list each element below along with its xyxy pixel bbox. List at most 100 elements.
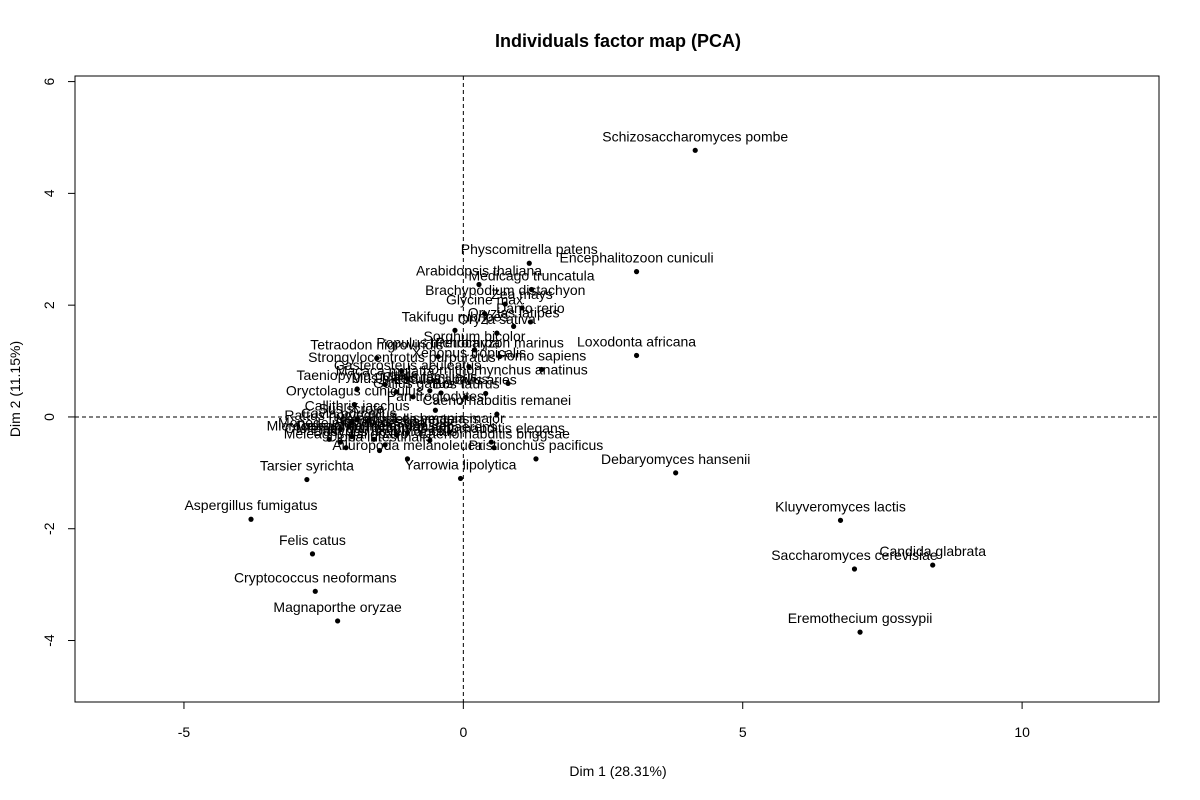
data-point bbox=[382, 442, 388, 448]
data-point bbox=[837, 517, 844, 523]
point-label: Candida glabrata bbox=[879, 543, 986, 559]
data-point bbox=[494, 411, 500, 417]
y-tick-label: -2 bbox=[41, 522, 57, 535]
data-point bbox=[438, 390, 444, 396]
data-point bbox=[673, 470, 679, 476]
point-label: Danio rerio bbox=[496, 300, 565, 316]
x-tick-label: 10 bbox=[1014, 724, 1030, 740]
data-point bbox=[505, 380, 511, 387]
data-point bbox=[476, 281, 482, 288]
data-point bbox=[343, 445, 349, 451]
point-label: Schizosaccharomyces pombe bbox=[602, 128, 788, 144]
y-axis-title: Dim 2 (11.15%) bbox=[7, 341, 23, 437]
y-tick-label: -4 bbox=[41, 634, 57, 647]
data-point bbox=[393, 432, 399, 438]
x-tick-label: 5 bbox=[739, 724, 747, 740]
point-label: Anopheles gambiae bbox=[334, 413, 458, 429]
data-point bbox=[481, 310, 488, 317]
chart-title: Individuals factor map (PCA) bbox=[495, 31, 741, 51]
data-point bbox=[502, 301, 508, 307]
data-point bbox=[466, 364, 472, 370]
data-point bbox=[511, 323, 517, 329]
point-label: Ailuropoda melanoleuca bbox=[332, 437, 482, 453]
data-point bbox=[491, 445, 497, 451]
point-label: Petromyzon marinus bbox=[435, 335, 563, 351]
data-point bbox=[312, 588, 318, 594]
point-label: Physcomitrella patens bbox=[461, 241, 598, 257]
data-point bbox=[335, 618, 341, 624]
data-point bbox=[376, 447, 383, 454]
point-label: Nematostella vectensis bbox=[335, 411, 479, 427]
point-label: Oryctolagus cuniculus bbox=[286, 383, 423, 399]
data-point bbox=[404, 376, 411, 382]
point-label: Canis familiaris bbox=[382, 369, 477, 385]
data-points: Schizosaccharomyces pombe Physcomitrella … bbox=[184, 128, 986, 635]
data-point bbox=[404, 429, 411, 436]
data-point bbox=[404, 456, 411, 462]
data-point bbox=[309, 551, 316, 557]
data-point bbox=[248, 516, 254, 522]
point-label: Pan troglodytes bbox=[387, 388, 484, 404]
data-point bbox=[337, 439, 344, 445]
point-label: Pristionchus pacificus bbox=[469, 437, 604, 453]
data-point bbox=[354, 417, 360, 423]
data-point bbox=[494, 330, 500, 336]
point-label: Caenorhabditis remanei bbox=[423, 392, 572, 408]
point-label: Ciona intestinalis bbox=[327, 428, 433, 444]
point-label: Saccharomyces cerevisiae bbox=[771, 547, 938, 563]
point-label: Eremothecium gossypii bbox=[788, 610, 933, 626]
data-point bbox=[930, 562, 936, 568]
point-label: Macaca mulatta bbox=[336, 363, 435, 379]
data-point bbox=[457, 475, 464, 482]
data-point bbox=[382, 381, 388, 388]
point-label: Trichoplax adhaerens bbox=[363, 418, 497, 434]
y-tick-label: 4 bbox=[41, 189, 57, 197]
data-point bbox=[432, 407, 439, 413]
point-label: Loxodonta africana bbox=[577, 333, 696, 349]
point-label: Leishmania major bbox=[394, 410, 505, 426]
data-point bbox=[526, 260, 532, 266]
point-label: Callithrix jacchus bbox=[305, 398, 410, 414]
point-label: Takifugu rubripes bbox=[402, 308, 509, 324]
data-point bbox=[326, 436, 332, 442]
data-point bbox=[410, 394, 416, 400]
data-point bbox=[427, 388, 433, 394]
data-point bbox=[348, 419, 355, 426]
x-axis: -5 0 5 10 bbox=[178, 701, 1030, 740]
point-label: Microcebus murinus bbox=[267, 417, 392, 433]
point-label: Homo sapiens bbox=[497, 347, 587, 363]
data-point bbox=[337, 426, 344, 432]
point-label: Rattus norvegicus bbox=[284, 407, 396, 423]
data-point bbox=[692, 147, 698, 153]
data-point bbox=[519, 305, 525, 311]
point-label: Populus trichocarpa bbox=[376, 335, 500, 351]
reference-lines bbox=[75, 76, 1159, 702]
data-point bbox=[483, 390, 489, 397]
data-point bbox=[393, 389, 399, 395]
point-label: Yarrowia lipolytica bbox=[405, 456, 517, 472]
data-point bbox=[348, 433, 355, 440]
plot-frame bbox=[74, 75, 1160, 703]
point-label: Sus scrofa bbox=[319, 401, 385, 417]
point-label: Ornithorhynchus anatinus bbox=[428, 361, 588, 377]
data-point bbox=[304, 476, 310, 483]
data-point bbox=[399, 368, 405, 374]
point-label: Mus musculus bbox=[352, 370, 441, 386]
data-point bbox=[633, 269, 640, 275]
point-label: Strongylocentrotus purpuratus bbox=[308, 349, 496, 365]
x-tick-label: -5 bbox=[178, 724, 191, 740]
point-label: Monodelphis domestica bbox=[278, 415, 425, 431]
data-point bbox=[488, 439, 494, 445]
point-label: Tarsier syrichta bbox=[260, 458, 354, 474]
data-point bbox=[471, 347, 478, 353]
x-tick-label: 0 bbox=[459, 724, 467, 740]
point-label: Taeniopygia guttata bbox=[296, 367, 418, 383]
point-label: Felis catus bbox=[279, 532, 346, 548]
point-label: Cavia porcellus bbox=[301, 405, 397, 421]
x-axis-title: Dim 1 (28.31%) bbox=[569, 763, 666, 779]
point-label: Tetraodon nigroviridis bbox=[310, 336, 443, 352]
point-label: Caenorhabditis briggsae bbox=[418, 426, 570, 442]
point-label: Debaryomyces hansenii bbox=[601, 451, 750, 467]
point-label: Oryza sativa bbox=[458, 311, 536, 327]
